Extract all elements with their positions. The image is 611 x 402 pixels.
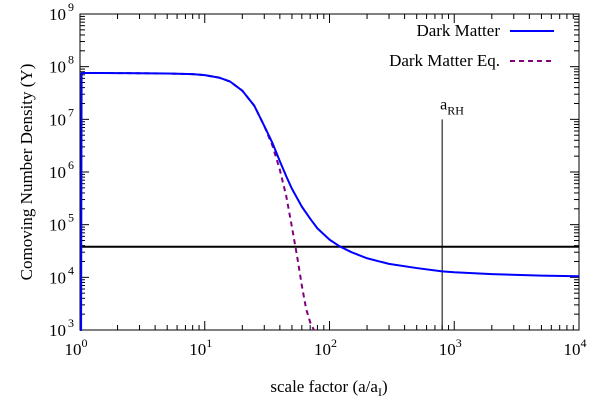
x-tick-exponent: 4 <box>581 336 587 350</box>
series-line-dark-matter <box>80 71 580 331</box>
x-tick-exponent: 1 <box>206 336 212 350</box>
y-tick-label: 10 <box>49 321 66 340</box>
x-tick-base: 10 <box>65 340 82 359</box>
y-tick-base: 10 <box>49 110 66 129</box>
annotation-subscript: RH <box>447 103 464 117</box>
y-tick-label: 10 <box>49 268 66 287</box>
x-axis-title-close: ) <box>382 377 388 396</box>
x-axis-title-subscript: I <box>378 385 382 399</box>
y-tick-label: 10 <box>49 110 66 129</box>
x-tick-label: 102 <box>314 336 337 359</box>
x-axis-tick-labels: 100 101 102 103 104 <box>65 336 587 359</box>
x-tick-base: 10 <box>564 340 581 359</box>
y-tick-base: 10 <box>49 58 66 77</box>
y-tick-exponent: 8 <box>68 53 74 67</box>
y-tick-exponent: 9 <box>68 0 74 14</box>
series-line-dark-matter-eq <box>81 71 315 331</box>
y-tick-label: 10 <box>49 58 66 77</box>
annotation-a-rh: aRH <box>440 96 464 117</box>
x-tick-base: 10 <box>314 340 331 359</box>
legend-label-dark-matter-eq: Dark Matter Eq. <box>389 51 500 70</box>
x-tick-exponent: 2 <box>331 336 337 350</box>
legend-label-dark-matter: Dark Matter <box>416 21 500 40</box>
plot-area-frame <box>79 13 580 331</box>
series-lines <box>80 71 580 331</box>
x-tick-label: 103 <box>439 336 462 359</box>
x-tick-label: 100 <box>65 336 88 359</box>
x-axis-title: scale factor (a/aI) <box>270 377 387 399</box>
x-axis-title-main: scale factor (a/a <box>270 377 378 396</box>
y-tick-exponent: 5 <box>68 211 74 225</box>
reference-lines <box>80 119 579 330</box>
x-tick-exponent: 0 <box>82 336 88 350</box>
y-tick-exponent: 6 <box>68 158 74 172</box>
y-tick-base: 10 <box>49 5 66 24</box>
y-tick-base: 10 <box>49 216 66 235</box>
axis-ticks <box>79 14 579 331</box>
y-tick-label: 10 <box>49 163 66 182</box>
x-tick-base: 10 <box>189 340 206 359</box>
y-axis-title: Comoving Number Density (Y) <box>17 64 36 281</box>
legend: Dark Matter Dark Matter Eq. <box>389 21 554 70</box>
y-tick-base: 10 <box>49 321 66 340</box>
y-tick-exponent: 3 <box>68 316 74 330</box>
x-tick-label: 104 <box>564 336 587 359</box>
y-tick-exponent: 7 <box>68 105 74 119</box>
y-tick-label: 10 <box>49 5 66 24</box>
y-tick-base: 10 <box>49 268 66 287</box>
y-tick-label: 10 <box>49 216 66 235</box>
x-tick-base: 10 <box>439 340 456 359</box>
y-tick-base: 10 <box>49 163 66 182</box>
y-tick-exponent: 4 <box>68 263 74 277</box>
annotation-main: a <box>440 96 447 113</box>
x-tick-exponent: 3 <box>456 336 462 350</box>
x-tick-label: 101 <box>189 336 212 359</box>
